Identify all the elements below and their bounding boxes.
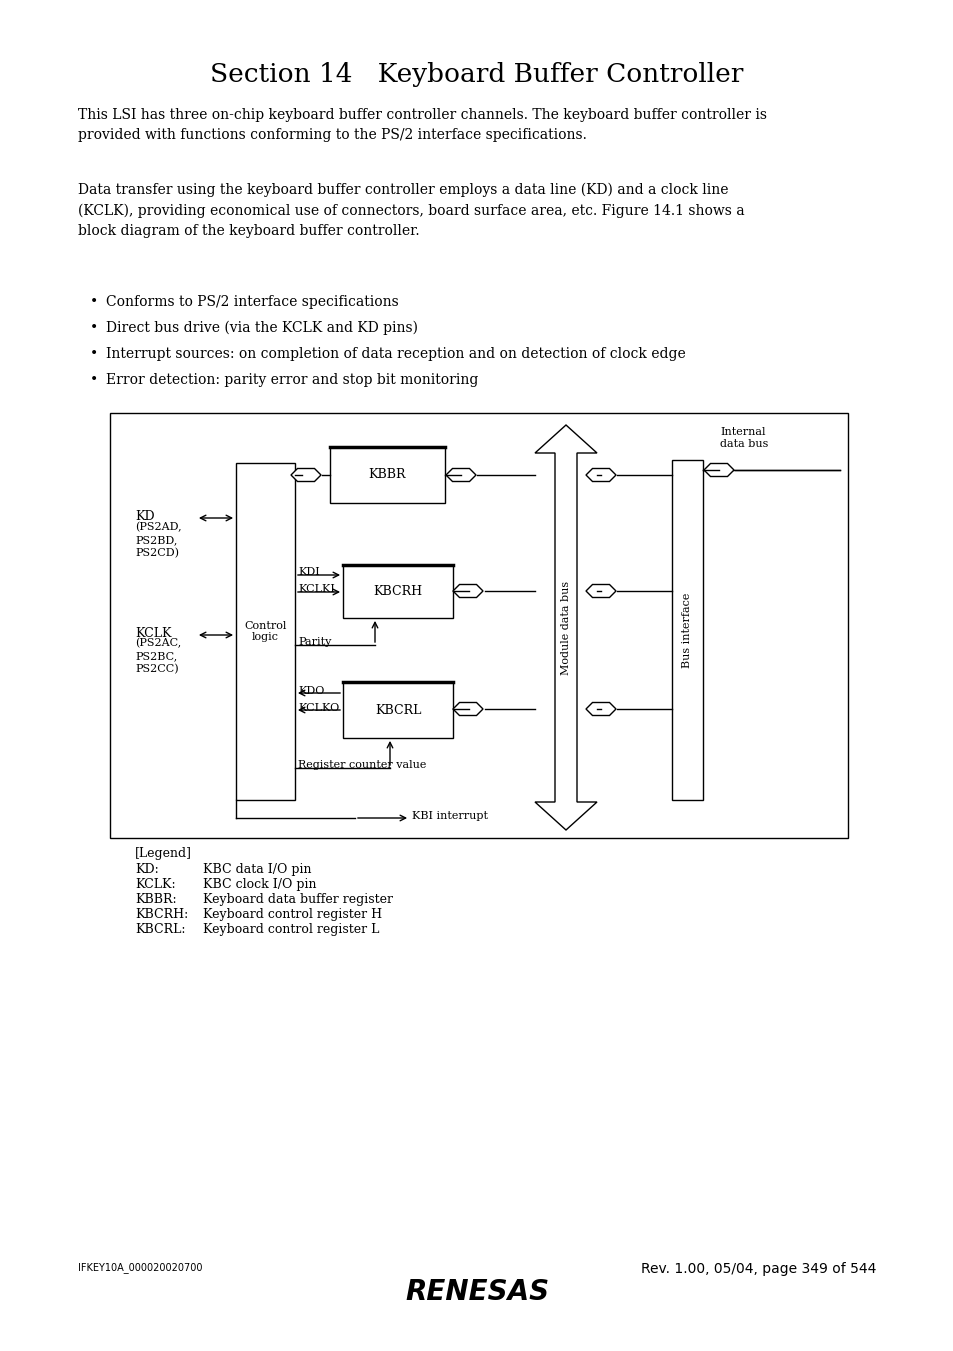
Bar bbox=[235, 463, 294, 800]
Text: Keyboard data buffer register: Keyboard data buffer register bbox=[203, 893, 393, 907]
Text: Direct bus drive (via the KCLK and KD pins): Direct bus drive (via the KCLK and KD pi… bbox=[106, 322, 417, 335]
Text: KDO: KDO bbox=[297, 686, 324, 696]
Text: [Legend]: [Legend] bbox=[135, 847, 192, 861]
Text: KBCRL:: KBCRL: bbox=[135, 923, 185, 936]
Polygon shape bbox=[453, 703, 482, 716]
Text: Parity: Parity bbox=[297, 638, 331, 647]
Text: KCLK: KCLK bbox=[135, 627, 172, 640]
Text: PS2BC,: PS2BC, bbox=[135, 651, 177, 661]
Text: KBBR: KBBR bbox=[369, 469, 406, 481]
Text: Register counter value: Register counter value bbox=[297, 761, 426, 770]
Text: KBC clock I/O pin: KBC clock I/O pin bbox=[203, 878, 316, 892]
Text: Module data bus: Module data bus bbox=[560, 581, 571, 674]
Text: (PS2AC,: (PS2AC, bbox=[135, 638, 181, 648]
Polygon shape bbox=[585, 469, 616, 481]
Text: Internal
data bus: Internal data bus bbox=[720, 427, 767, 449]
Text: IFKEY10A_000020020700: IFKEY10A_000020020700 bbox=[78, 1262, 202, 1273]
Bar bbox=[330, 447, 444, 503]
Text: Data transfer using the keyboard buffer controller employs a data line (KD) and : Data transfer using the keyboard buffer … bbox=[78, 182, 744, 238]
Text: KCLKI: KCLKI bbox=[297, 584, 335, 594]
Bar bbox=[343, 682, 453, 738]
Polygon shape bbox=[703, 463, 733, 477]
Text: Keyboard control register H: Keyboard control register H bbox=[203, 908, 382, 921]
Bar bbox=[343, 565, 453, 617]
Text: PS2BD,: PS2BD, bbox=[135, 535, 177, 544]
Text: KD: KD bbox=[135, 509, 154, 523]
Text: KBCRL: KBCRL bbox=[375, 704, 420, 716]
Polygon shape bbox=[535, 426, 597, 830]
Text: KD:: KD: bbox=[135, 863, 158, 875]
Text: This LSI has three on-chip keyboard buffer controller channels. The keyboard buf: This LSI has three on-chip keyboard buff… bbox=[78, 108, 766, 142]
Bar bbox=[671, 459, 702, 800]
Text: Bus interface: Bus interface bbox=[681, 592, 692, 667]
Text: PS2CC): PS2CC) bbox=[135, 663, 178, 674]
Text: KCLKO: KCLKO bbox=[297, 703, 339, 713]
Text: KDI: KDI bbox=[297, 567, 319, 577]
Text: KBBR:: KBBR: bbox=[135, 893, 176, 907]
Text: (PS2AD,: (PS2AD, bbox=[135, 521, 181, 532]
Text: RENESAS: RENESAS bbox=[404, 1278, 549, 1306]
Text: Control
logic: Control logic bbox=[244, 620, 287, 642]
Text: Rev. 1.00, 05/04, page 349 of 544: Rev. 1.00, 05/04, page 349 of 544 bbox=[640, 1262, 875, 1275]
Polygon shape bbox=[585, 585, 616, 597]
Text: •: • bbox=[90, 347, 98, 361]
Text: KBC data I/O pin: KBC data I/O pin bbox=[203, 863, 312, 875]
Text: Interrupt sources: on completion of data reception and on detection of clock edg: Interrupt sources: on completion of data… bbox=[106, 347, 685, 361]
Bar bbox=[110, 413, 847, 838]
Text: KBI interrupt: KBI interrupt bbox=[412, 811, 488, 821]
Polygon shape bbox=[291, 469, 320, 481]
Text: Error detection: parity error and stop bit monitoring: Error detection: parity error and stop b… bbox=[106, 373, 477, 386]
Text: Keyboard control register L: Keyboard control register L bbox=[203, 923, 379, 936]
Text: KBCRH:: KBCRH: bbox=[135, 908, 188, 921]
Polygon shape bbox=[453, 585, 482, 597]
Polygon shape bbox=[446, 469, 476, 481]
Text: •: • bbox=[90, 373, 98, 386]
Text: Section 14   Keyboard Buffer Controller: Section 14 Keyboard Buffer Controller bbox=[210, 62, 743, 86]
Text: KCLK:: KCLK: bbox=[135, 878, 175, 892]
Text: KBCRH: KBCRH bbox=[373, 585, 422, 598]
Polygon shape bbox=[585, 703, 616, 716]
Text: PS2CD): PS2CD) bbox=[135, 549, 179, 558]
Text: •: • bbox=[90, 322, 98, 335]
Text: Conforms to PS/2 interface specifications: Conforms to PS/2 interface specification… bbox=[106, 295, 398, 309]
Text: •: • bbox=[90, 295, 98, 309]
